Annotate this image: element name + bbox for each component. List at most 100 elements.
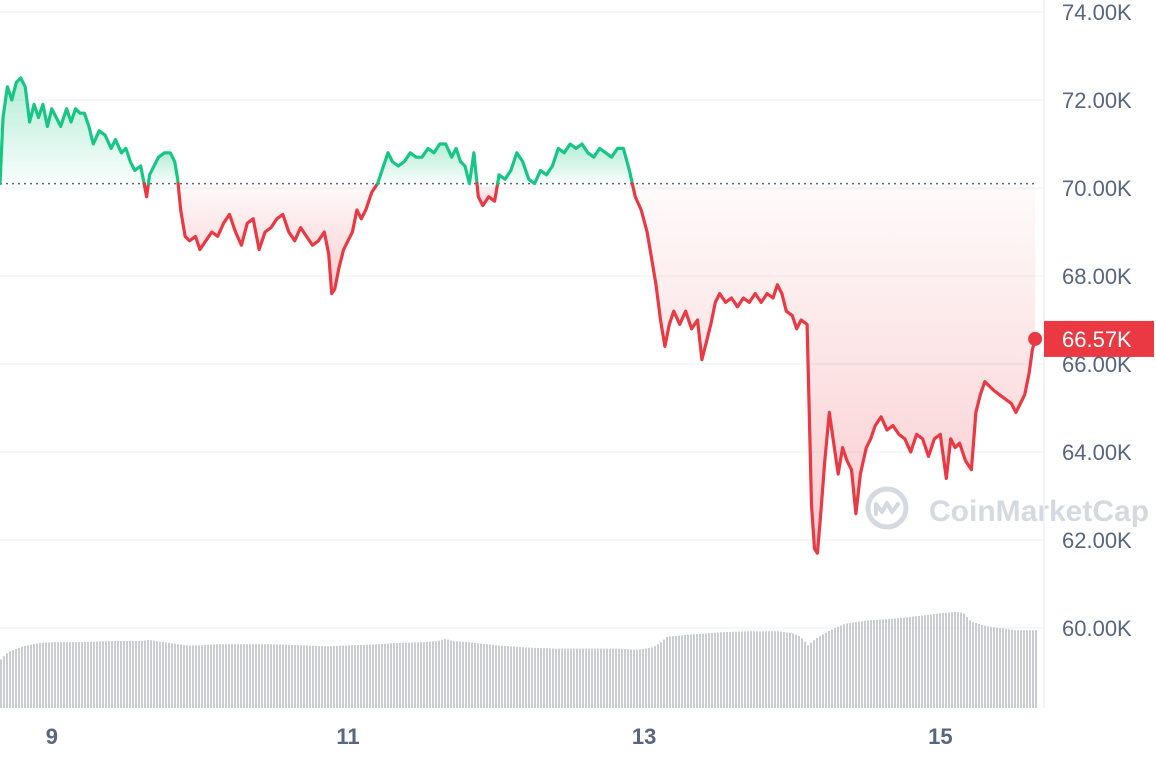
volume-bar bbox=[1026, 630, 1028, 708]
line-segment-up bbox=[0, 76, 146, 186]
volume-bar bbox=[516, 646, 518, 708]
volume-bar bbox=[690, 634, 692, 708]
volume-bar bbox=[372, 644, 374, 708]
volume-bar bbox=[510, 646, 512, 708]
volume-bar bbox=[546, 648, 548, 708]
volume-bar bbox=[930, 614, 932, 708]
volume-bar bbox=[906, 617, 908, 708]
volume-bar bbox=[582, 648, 584, 708]
volume-bar bbox=[360, 644, 362, 708]
volume-bar bbox=[747, 631, 749, 708]
volume-bar bbox=[204, 645, 206, 708]
volume-bar bbox=[336, 645, 338, 708]
volume-bar bbox=[636, 649, 638, 708]
volume-bar bbox=[60, 642, 62, 708]
volume-bar bbox=[843, 624, 845, 708]
x-tick-label: 9 bbox=[46, 724, 58, 749]
volume-bar bbox=[333, 646, 335, 708]
volume-bar bbox=[45, 642, 47, 708]
volume-bar bbox=[846, 623, 848, 708]
volume-bar bbox=[51, 642, 53, 708]
volume-bar bbox=[543, 648, 545, 708]
volume-bar bbox=[315, 645, 317, 708]
volume-bar bbox=[276, 644, 278, 708]
volume-bar bbox=[588, 648, 590, 708]
current-price-marker: 66.57K bbox=[1028, 320, 1154, 357]
volume-bar bbox=[129, 641, 131, 708]
volume-bar bbox=[699, 633, 701, 708]
volume-bar bbox=[834, 628, 836, 708]
volume-bar bbox=[426, 641, 428, 708]
volume-bar bbox=[375, 644, 377, 708]
volume-bar bbox=[444, 638, 446, 708]
volume-bar bbox=[840, 625, 842, 708]
volume-bar bbox=[519, 647, 521, 708]
volume-bar bbox=[240, 644, 242, 708]
volume-bar bbox=[216, 644, 218, 708]
x-tick-label: 15 bbox=[928, 724, 952, 749]
x-tick-label: 11 bbox=[336, 724, 359, 749]
line-segment-down bbox=[142, 182, 150, 199]
volume-bar bbox=[927, 614, 929, 708]
volume-bar bbox=[987, 626, 989, 708]
volume-bar bbox=[249, 644, 251, 708]
volume-bar bbox=[156, 641, 158, 708]
volume-bar bbox=[951, 612, 953, 708]
volume-bar bbox=[105, 641, 107, 708]
volume-bar bbox=[465, 642, 467, 708]
volume-bar bbox=[651, 647, 653, 708]
volume-bar bbox=[597, 648, 599, 708]
y-tick-label: 64.00K bbox=[1062, 440, 1132, 465]
volume-bar bbox=[330, 646, 332, 708]
volume-bar bbox=[132, 641, 134, 708]
volume-bar bbox=[258, 644, 260, 708]
volume-bar bbox=[180, 644, 182, 708]
volume-bar bbox=[678, 635, 680, 708]
volume-bar bbox=[855, 622, 857, 708]
volume-bar bbox=[3, 656, 5, 708]
volume-bar bbox=[369, 644, 371, 708]
volume-bar bbox=[183, 645, 185, 708]
volume-bar bbox=[591, 648, 593, 708]
volume-bar bbox=[696, 634, 698, 708]
volume-bar bbox=[6, 653, 8, 708]
volume-bar bbox=[825, 632, 827, 708]
volume-bar bbox=[570, 648, 572, 708]
volume-bar bbox=[192, 645, 194, 708]
volume-bar bbox=[627, 649, 629, 708]
volume-bar bbox=[351, 645, 353, 708]
volume-bar bbox=[999, 627, 1001, 708]
volume-bar bbox=[921, 615, 923, 708]
line-segment-up bbox=[146, 151, 180, 186]
volume-bar bbox=[972, 622, 974, 708]
volume-bar bbox=[684, 635, 686, 708]
volume-bars bbox=[0, 611, 1037, 708]
volume-bar bbox=[219, 644, 221, 708]
volume-bar bbox=[1011, 629, 1013, 708]
volume-bar bbox=[1014, 630, 1016, 708]
grid bbox=[0, 11, 1044, 629]
volume-bar bbox=[477, 643, 479, 708]
volume-bar bbox=[174, 643, 176, 708]
volume-bar bbox=[816, 637, 818, 708]
volume-bar bbox=[813, 640, 815, 708]
volume-bar bbox=[579, 648, 581, 708]
volume-bar bbox=[231, 644, 233, 708]
volume-bar bbox=[285, 644, 287, 708]
volume-bar bbox=[525, 647, 527, 708]
volume-bar bbox=[891, 618, 893, 708]
volume-bar bbox=[981, 624, 983, 708]
volume-bar bbox=[669, 636, 671, 708]
volume-bar bbox=[483, 643, 485, 708]
volume-bar bbox=[207, 644, 209, 708]
volume-bar bbox=[96, 641, 98, 708]
volume-bar bbox=[42, 642, 44, 708]
volume-bar bbox=[711, 632, 713, 708]
volume-bar bbox=[945, 612, 947, 708]
volume-bar bbox=[753, 631, 755, 708]
volume-bar bbox=[1023, 630, 1025, 708]
x-tick-label: 13 bbox=[632, 724, 656, 749]
volume-bar bbox=[66, 642, 68, 708]
volume-bar bbox=[1017, 630, 1019, 708]
volume-bar bbox=[396, 643, 398, 708]
